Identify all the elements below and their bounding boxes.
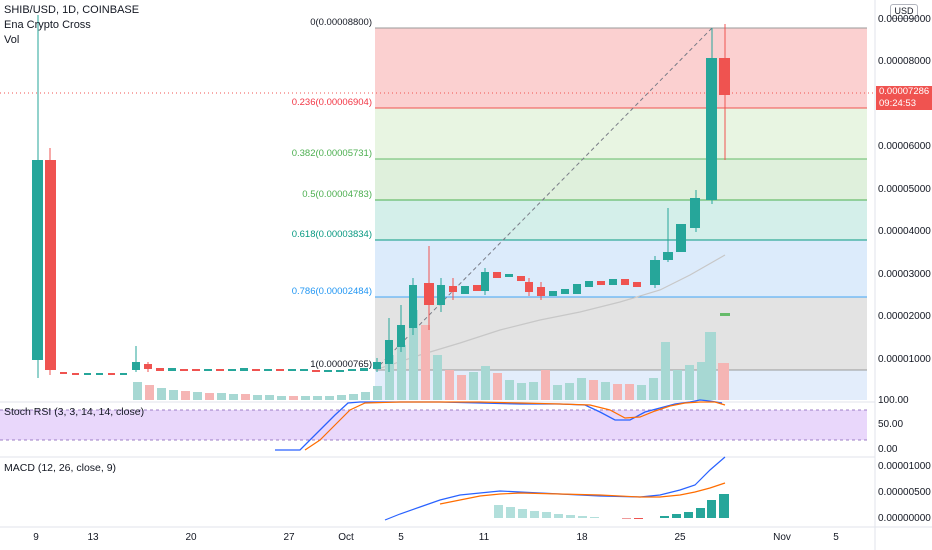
- fib-label-786: 0.786(0.00002484): [291, 286, 372, 297]
- fib-label-236: 0.236(0.00006904): [291, 97, 372, 108]
- time-tick: 11: [478, 532, 490, 543]
- fib-label-618: 0.618(0.00003834): [291, 229, 372, 240]
- volume-bars: [133, 310, 730, 400]
- macd-pane[interactable]: [384, 456, 729, 521]
- bar-countdown: 09:24:53: [879, 98, 916, 109]
- macd-title[interactable]: MACD (12, 26, close, 9): [4, 462, 117, 474]
- time-tick: 20: [185, 532, 197, 543]
- time-tick: 9: [33, 532, 39, 543]
- price-tick: 0.00003000: [878, 269, 931, 280]
- time-tick: 18: [576, 532, 588, 543]
- stoch-tick: 50.00: [878, 419, 904, 430]
- price-tick: 0.00002000: [878, 311, 931, 322]
- price-candles: [32, 15, 730, 378]
- stoch-rsi-title[interactable]: Stoch RSI (3, 3, 14, 14, close): [4, 406, 145, 418]
- price-tick: 0.00008000: [878, 56, 931, 67]
- macd-tick: 0.00000500: [878, 487, 931, 498]
- time-tick: Nov: [773, 532, 791, 543]
- time-tick: 5: [398, 532, 404, 543]
- price-tick: 0.00004000: [878, 226, 931, 237]
- stoch-tick: 100.00: [878, 395, 909, 406]
- fib-label-382: 0.382(0.00005731): [291, 148, 372, 159]
- price-tick: 0.00009000: [878, 14, 931, 25]
- indicator-ena-label[interactable]: Ena Crypto Cross: [4, 19, 91, 31]
- stoch-tick: 0.00: [878, 444, 898, 455]
- time-tick: 13: [87, 532, 99, 543]
- moving-average-line: [374, 254, 726, 371]
- time-tick: 25: [674, 532, 686, 543]
- fib-label-1: 1(0.00000765): [310, 359, 372, 370]
- macd-tick: 0.00001000: [878, 461, 931, 472]
- price-tick: 0.00005000: [878, 184, 931, 195]
- macd-tick: 0.00000000: [878, 513, 931, 524]
- time-tick: 5: [833, 532, 839, 543]
- last-price-value: 0.00007286: [879, 86, 930, 97]
- indicator-vol-label[interactable]: Vol: [4, 34, 20, 46]
- symbol-title[interactable]: SHIB/USD, 1D, COINBASE: [4, 4, 140, 16]
- fib-retracement[interactable]: [374, 27, 867, 400]
- time-tick: 27: [283, 532, 295, 543]
- last-price-badge: 0.00007286 09:24:53: [876, 86, 932, 110]
- fib-label-0: 0(0.00008800): [310, 17, 372, 28]
- stoch-rsi-pane[interactable]: [0, 399, 867, 451]
- currency-button[interactable]: USD: [890, 4, 918, 19]
- fib-label-5: 0.5(0.00004783): [302, 189, 372, 200]
- time-tick: Oct: [338, 532, 354, 543]
- price-tick: 0.00001000: [878, 354, 931, 365]
- price-tick: 0.00006000: [878, 141, 931, 152]
